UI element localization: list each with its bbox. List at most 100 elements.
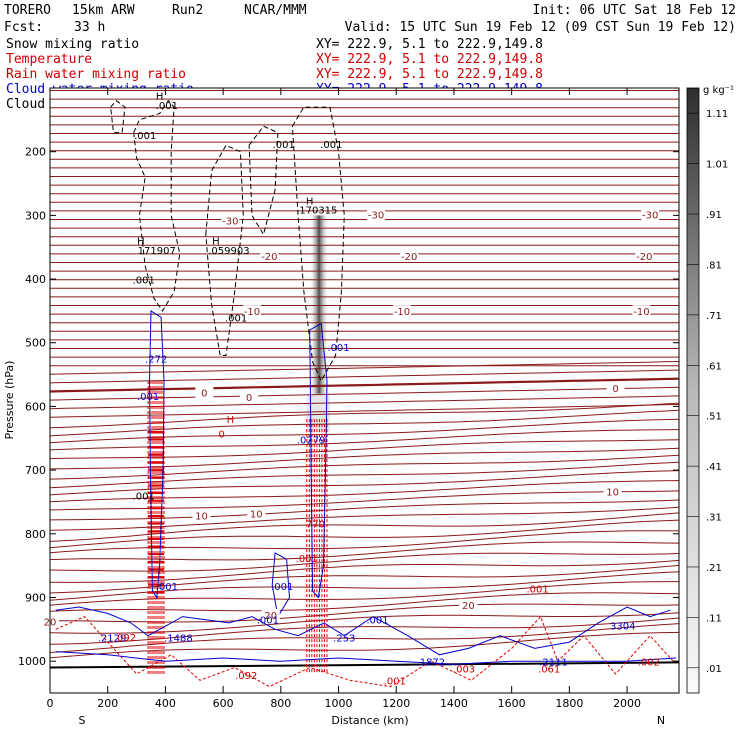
- cloud-ice-contour: [248, 125, 279, 236]
- temperature-contour: [49, 369, 680, 384]
- temperature-label-bg: [367, 208, 386, 221]
- cloud-water-contour: [55, 606, 671, 656]
- y-tick-label: 200: [25, 146, 46, 159]
- temperature-label-bg: [247, 507, 266, 520]
- y-tick-label: 900: [25, 591, 46, 604]
- colorbar-tick-label: 1.11: [706, 109, 728, 120]
- contour-annotation: .001: [133, 276, 155, 287]
- y-tick-label: 600: [25, 400, 46, 413]
- colorbar-tick-label: 1.01: [706, 160, 728, 171]
- temperature-contour: [49, 461, 680, 489]
- colorbar-tick-label: .61: [706, 361, 722, 372]
- cloud-water-contour: [55, 651, 677, 665]
- x-tick-label: 800: [270, 697, 291, 710]
- temperature-label-bg: [195, 386, 214, 399]
- temperature-contour: [49, 623, 680, 653]
- x-end-label-north: N: [657, 714, 665, 727]
- contour-annotation: H: [137, 237, 145, 248]
- colorbar-tick-label: .01: [706, 664, 722, 675]
- x-tick-label: 1800: [555, 697, 583, 710]
- ground-line: [49, 661, 680, 669]
- contour-annotation: .061: [538, 665, 560, 676]
- run-label: Run2: [172, 3, 203, 18]
- colorbar-unit: g kg⁻¹: [703, 85, 734, 96]
- temperature-contour: [49, 386, 680, 401]
- contour-annotation: .001: [137, 392, 159, 403]
- agency: NCAR/MMM: [244, 3, 307, 18]
- temperature-contour: [50, 603, 680, 623]
- temperature-contour: [49, 402, 680, 429]
- contour-annotation: .001: [296, 554, 318, 565]
- cloud-water-contour: [271, 552, 291, 618]
- header: TORERO 15km ARW Run2 NCAR/MMM Init: 06 U…: [4, 3, 736, 35]
- contour-annotation: .001: [526, 584, 548, 595]
- x-tick-label: 0: [47, 697, 54, 710]
- temperature-label: 10: [250, 510, 263, 521]
- temperature-contour: [49, 506, 680, 531]
- x-tick-label: 2000: [613, 697, 641, 710]
- contour-annotation: .001: [327, 343, 349, 354]
- contour-annotation: .001: [133, 491, 155, 502]
- cloud-ice-contour: [205, 144, 244, 356]
- contour-annotation: .001: [273, 140, 295, 151]
- contour-annotation: .001: [384, 677, 406, 688]
- temperature-label: -10: [394, 307, 410, 318]
- legend-item-name: Temperature: [6, 52, 92, 67]
- y-axis-label: Pressure (hPa): [3, 361, 16, 440]
- contour-annotation: 171907: [138, 246, 176, 257]
- temperature-contour: [49, 512, 680, 542]
- contour-annotation: .1872: [417, 658, 446, 669]
- temperature-contour: [49, 418, 680, 444]
- x-axis: 0 200 400 600 800 1000 1200 1400 1600 1800 2000: [47, 88, 641, 710]
- cloud-ice-contour: [291, 106, 345, 383]
- temperature-contour: [49, 447, 680, 470]
- temperature-contour: [49, 439, 680, 460]
- valid-time: Valid: 15 UTC Sun 19 Feb 12 (09 CST Sun …: [345, 20, 736, 35]
- temperature-label: 0: [246, 393, 252, 404]
- legend-item-name: Snow mixing ratio: [6, 37, 139, 52]
- colorbar-tick-label: .71: [706, 311, 722, 322]
- temperature-contour: [49, 530, 680, 554]
- init-time: Init: 06 UTC Sat 18 Feb 12: [533, 3, 737, 18]
- temperature-contour: [49, 377, 680, 393]
- snow-column-shade: [311, 215, 327, 401]
- x-tick-label: 400: [155, 697, 176, 710]
- colorbar-tick-label: .11: [706, 613, 722, 624]
- contour-annotation: .001: [366, 616, 388, 627]
- resolution: 15km ARW: [72, 3, 135, 18]
- y-tick-label: 400: [25, 273, 46, 286]
- temperature-label-bg: [603, 485, 622, 498]
- temperature-contour: [49, 395, 680, 410]
- contour-annotation: .001: [134, 131, 156, 142]
- contour-annotation: .002: [638, 658, 660, 669]
- temperature-label: -10: [244, 307, 260, 318]
- cloud-water-contour: [148, 310, 165, 599]
- x-tick-label: 600: [213, 697, 234, 710]
- colorbar-gradient: [686, 87, 700, 694]
- temperature-label-bg: [635, 249, 654, 262]
- y-tick-label: 500: [25, 337, 46, 350]
- plot-frame: [49, 87, 680, 694]
- temperature-label-bg: [606, 382, 625, 395]
- temperature-label: -20: [636, 252, 652, 263]
- temperature-contour: [49, 541, 680, 561]
- cloud-water-contour: [309, 322, 328, 599]
- temperature-label-bg: [459, 598, 478, 611]
- temperature-label-bg: [192, 509, 211, 522]
- x-tick-label: 200: [97, 697, 118, 710]
- contour-annotation: .0279: [297, 435, 326, 446]
- y-tick-label: 800: [25, 528, 46, 541]
- x-end-label-south: S: [79, 714, 86, 727]
- temperature-contours: [49, 90, 680, 669]
- temperature-label-bg: [242, 305, 261, 318]
- contour-annotation: .001: [156, 582, 178, 593]
- temperature-contour: [49, 480, 680, 503]
- contour-annotation: H: [156, 91, 164, 102]
- contour-annotation: H: [212, 237, 220, 248]
- temperature-contour: [49, 361, 680, 375]
- legend-item-name: Rain water mixing ratio: [6, 67, 186, 82]
- contour-annotation: .059903: [208, 246, 249, 257]
- temperature-contour: [49, 409, 680, 437]
- colorbar-tick-label: .41: [706, 462, 722, 473]
- colorbar: g kg⁻¹ 1.11 1.01 .91 .81 .71 .61 .51 .41 .31 .21.…: [686, 85, 734, 694]
